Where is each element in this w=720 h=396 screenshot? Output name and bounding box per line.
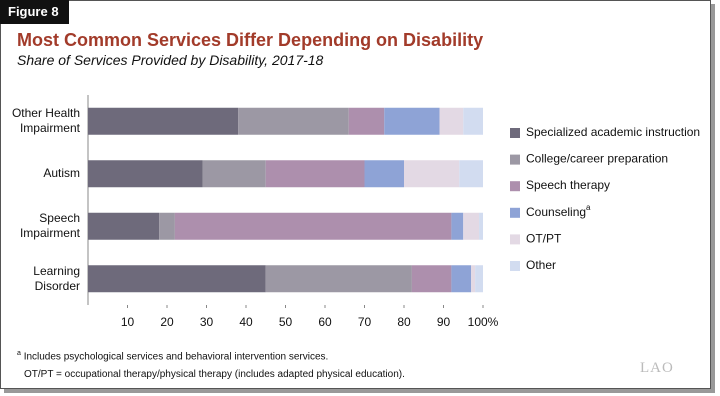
y-tick-label: Learning Disorder <box>33 263 80 293</box>
figure-label: Figure 8 <box>0 0 69 24</box>
legend-text: College/career preparation <box>526 152 668 166</box>
bar-segment <box>439 107 464 135</box>
bar-segment <box>88 160 203 188</box>
bar-segment <box>384 107 440 135</box>
footnote: OT/PT = occupational therapy/physical th… <box>24 369 405 380</box>
legend-label: Specialized academic instruction <box>526 125 700 139</box>
x-tick-label: 100% <box>468 315 499 329</box>
legend-text: Counseling <box>526 205 586 219</box>
legend-label: Speech therapy <box>526 178 610 192</box>
x-tick-label: 80 <box>397 315 411 329</box>
legend-text: Specialized academic instruction <box>526 125 700 139</box>
x-tick-label: 90 <box>437 315 451 329</box>
bar-segment <box>265 160 365 188</box>
legend-swatch <box>510 234 520 245</box>
bar-segment <box>479 212 483 240</box>
bar-segment <box>265 265 412 293</box>
bar-segment <box>348 107 385 135</box>
bar-segment <box>238 107 349 135</box>
legend-label: College/career preparation <box>526 152 668 166</box>
bar-segment <box>463 107 483 135</box>
legend-swatch <box>510 154 520 165</box>
footnote: a Includes psychological services and be… <box>17 350 328 362</box>
y-tick-label: Autism <box>43 166 80 181</box>
legend-text: Other <box>526 258 556 272</box>
bar-segment <box>411 265 452 293</box>
legend-text: Speech therapy <box>526 178 610 192</box>
x-tick-label: 40 <box>239 315 253 329</box>
legend-text: OT/PT <box>526 232 562 246</box>
bar-segment <box>159 212 175 240</box>
x-tick-label: 10 <box>121 315 135 329</box>
x-tick-label: 50 <box>279 315 293 329</box>
x-tick-label: 70 <box>358 315 372 329</box>
legend-swatch <box>510 261 520 271</box>
bar-segment <box>404 160 460 188</box>
bar-segment <box>471 265 476 293</box>
x-tick-label: 20 <box>160 315 174 329</box>
chart-title: Most Common Services Differ Depending on… <box>17 30 484 50</box>
x-tick-label: 60 <box>318 315 332 329</box>
legend-label: Other <box>526 258 556 272</box>
legend-swatch <box>510 128 520 138</box>
legend-swatch <box>510 181 520 192</box>
bar-segment <box>463 212 480 240</box>
legend-note-marker: a <box>586 203 591 212</box>
chart-subtitle: Share of Services Provided by Disability… <box>17 52 324 68</box>
bar-segment <box>364 160 404 188</box>
legend-label: Counselinga <box>526 203 591 219</box>
bar-segment <box>459 160 483 188</box>
bar-segment <box>451 212 464 240</box>
bar-segment <box>174 212 452 240</box>
bar-segment <box>475 265 483 293</box>
frame <box>0 0 711 389</box>
bar-segment <box>202 160 266 188</box>
bar-segment <box>88 265 266 293</box>
bar-segment <box>88 212 160 240</box>
footnote-marker: a <box>17 350 21 357</box>
footnote-text: Includes psychological services and beha… <box>23 351 329 363</box>
bar-segment <box>88 107 239 135</box>
y-tick-label: Other Health Impairment <box>11 106 80 136</box>
legend-swatch <box>510 207 520 218</box>
x-tick-label: 30 <box>200 315 214 329</box>
bar-segment <box>451 265 472 293</box>
legend-label: OT/PT <box>526 232 562 246</box>
logo: LAO <box>640 360 674 376</box>
y-tick-label: Speech Impairment <box>19 211 80 241</box>
